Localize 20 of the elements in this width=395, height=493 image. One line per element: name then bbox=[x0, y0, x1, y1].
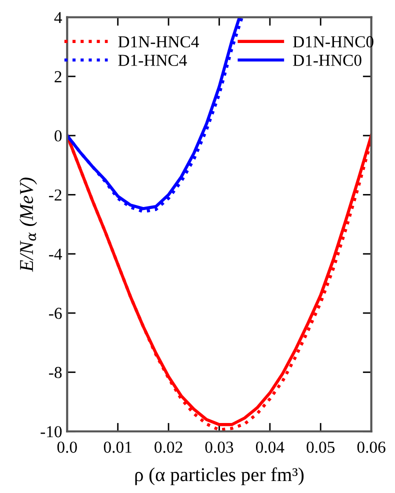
legend-label: D1N-HNC4 bbox=[118, 36, 199, 48]
x-tick-label: 0.06 bbox=[357, 442, 386, 453]
x-tick-label: 0.04 bbox=[256, 442, 284, 453]
y-tick-label: 4 bbox=[54, 12, 62, 24]
y-tick-label: 0 bbox=[54, 130, 62, 142]
y-tick-label: -4 bbox=[49, 248, 62, 260]
x-tick-label: 0.02 bbox=[154, 442, 182, 453]
y-tick-label: -2 bbox=[49, 189, 62, 201]
legend-label: D1-HNC0 bbox=[293, 54, 362, 66]
x-tick-label: 0.01 bbox=[104, 442, 132, 453]
x-axis-title: ρ (α particles per fm³) bbox=[135, 467, 304, 486]
legend-label: D1-HNC4 bbox=[118, 54, 187, 66]
y-tick-label: -10 bbox=[40, 426, 62, 438]
x-tick-label: 0.0 bbox=[57, 442, 77, 453]
y-tick-label: 2 bbox=[54, 71, 62, 82]
y-tick-label: -6 bbox=[49, 308, 62, 319]
x-tick-label: 0.05 bbox=[306, 442, 335, 453]
x-tick-label: 0.03 bbox=[205, 442, 234, 453]
y-axis-title: E/N$_{α}$ (MeV) bbox=[19, 178, 38, 272]
y-tick-label: -8 bbox=[49, 366, 62, 378]
